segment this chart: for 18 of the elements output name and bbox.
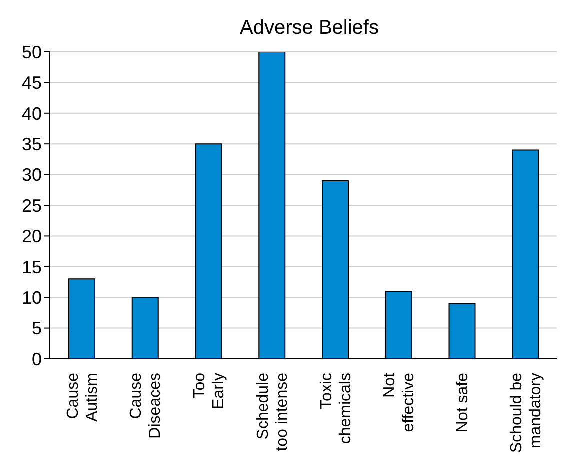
x-tick-label: Schedule too intense (254, 372, 291, 452)
y-tick-label: 5 (32, 318, 42, 339)
chart-title: Adverse Beliefs (239, 16, 380, 41)
y-tick-label: 35 (22, 134, 42, 154)
y-tick-label: 0 (32, 349, 42, 370)
y-tick-label: 50 (22, 42, 42, 62)
y-tick-label: 10 (22, 288, 42, 308)
y-tick-label: 30 (22, 165, 42, 186)
x-tick-label: Cause Autism (64, 372, 101, 422)
y-tick-label: 15 (22, 257, 42, 278)
y-tick-label: 45 (22, 73, 42, 94)
y-tick-label: 40 (22, 104, 42, 124)
x-tick-label: Cause Diseaces (128, 372, 164, 439)
x-tick-label: Not safe (454, 372, 472, 433)
x-tick-label: Schould be mandatory (508, 372, 544, 454)
y-tick-label: 20 (22, 226, 42, 247)
x-tick-label: Too Early (192, 372, 228, 410)
y-tick-label: 25 (22, 196, 42, 216)
